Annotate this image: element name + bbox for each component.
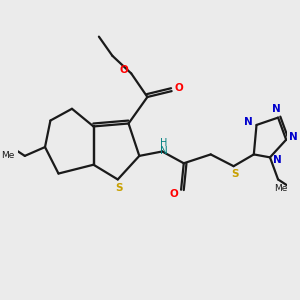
Text: S: S — [116, 183, 123, 193]
Text: N: N — [160, 146, 167, 157]
Text: N: N — [272, 104, 281, 114]
Text: Me: Me — [274, 184, 287, 193]
Text: O: O — [169, 189, 178, 199]
Text: O: O — [119, 65, 128, 76]
Text: S: S — [231, 169, 239, 179]
Text: N: N — [273, 155, 282, 165]
Text: H: H — [160, 138, 167, 148]
Text: N: N — [244, 117, 253, 127]
Text: N: N — [289, 132, 298, 142]
Text: Me: Me — [2, 152, 15, 160]
Text: O: O — [175, 83, 184, 93]
